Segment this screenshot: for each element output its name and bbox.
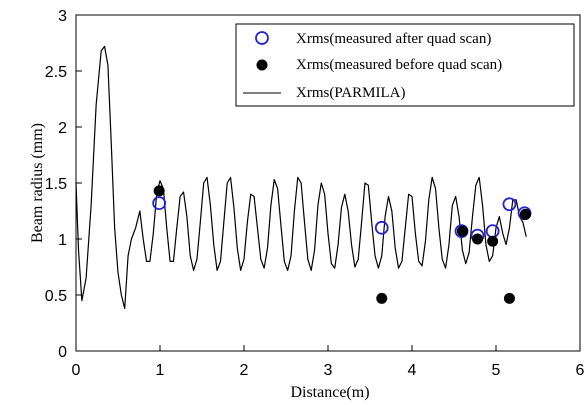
y-tick-label: 0.5 [45, 288, 67, 305]
x-tick-label: 5 [492, 362, 501, 379]
point-before-quad-scan [456, 225, 468, 237]
x-tick-label: 2 [240, 362, 249, 379]
legend-label-parmila: Xrms(PARMILA) [296, 85, 405, 101]
x-tick-label: 1 [156, 362, 165, 379]
point-before-quad-scan [472, 233, 484, 245]
point-after-quad-scan [502, 197, 517, 212]
point-before-quad-scan [153, 185, 165, 197]
point-after-quad-scan [152, 196, 167, 211]
y-tick-label: 1 [58, 232, 67, 249]
point-after-quad-scan [374, 220, 389, 235]
x-tick-label: 4 [408, 362, 417, 379]
y-tick-labels: 0 0.5 1 1.5 2 2.5 3 [45, 8, 67, 361]
series-points [152, 185, 532, 304]
x-tick-label: 3 [324, 362, 333, 379]
y-axis-label: Beam radius (mm) [29, 123, 46, 243]
point-before-quad-scan [519, 208, 531, 220]
legend: Xrms(measured after quad scan) Xrms(meas… [235, 23, 575, 107]
y-tick-label: 1.5 [45, 176, 67, 193]
legend-box [235, 23, 575, 107]
point-before-quad-scan [503, 292, 515, 304]
y-tick-label: 0 [58, 344, 67, 361]
x-tick-label: 0 [72, 362, 81, 379]
legend-marker-before [256, 59, 268, 71]
point-before-quad-scan [487, 235, 499, 247]
point-after-quad-scan [485, 224, 500, 239]
y-tick-label: 2.5 [45, 64, 67, 81]
x-tick-label: 6 [576, 362, 585, 379]
y-tick-label: 3 [58, 8, 67, 25]
legend-marker-after [255, 31, 269, 45]
legend-label-before: Xrms(measured before quad scan) [296, 57, 502, 73]
x-tick-labels: 0 1 2 3 4 5 6 [72, 362, 585, 379]
x-axis-label: Distance(m) [290, 384, 369, 401]
legend-label-after: Xrms(measured after quad scan) [296, 31, 491, 47]
y-tick-label: 2 [58, 120, 67, 137]
point-before-quad-scan [376, 292, 388, 304]
